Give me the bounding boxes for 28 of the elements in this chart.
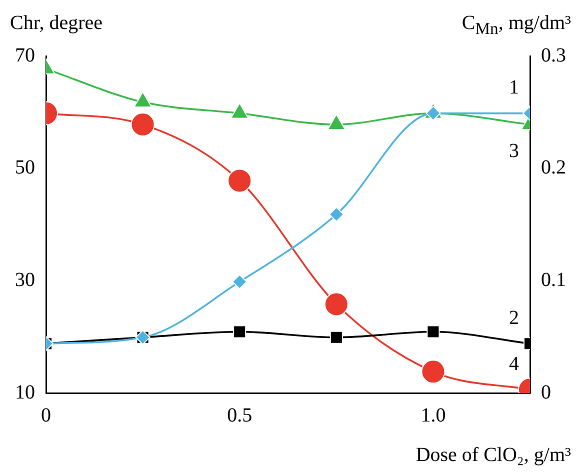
- y2-tick-label: 0: [541, 381, 551, 404]
- y-tick-label: 30: [15, 268, 35, 291]
- x-tick-label: 0: [41, 404, 51, 426]
- point: [230, 102, 249, 119]
- point: [328, 206, 344, 222]
- x-tick-label: 1.0: [420, 404, 446, 426]
- point: [327, 114, 346, 130]
- series-label: 2: [509, 306, 519, 329]
- point: [421, 360, 446, 384]
- y-tick-label: 70: [15, 44, 35, 66]
- y-tick-label: 10: [15, 381, 35, 404]
- y2-tick-label: 0.2: [541, 156, 566, 179]
- y2-tick-label: 0.1: [541, 268, 566, 291]
- y2-tick-label: 0.3: [541, 44, 566, 66]
- x-axis-title: Dose of ClO₂, g/m³: [416, 444, 571, 467]
- y-axis-title: Chr, degree: [10, 12, 102, 35]
- point: [232, 274, 248, 290]
- series-label: 3: [509, 140, 519, 162]
- series-label: 1: [509, 76, 519, 99]
- point: [233, 325, 246, 338]
- x-tick-label: 0.5: [227, 404, 252, 426]
- y-tick-label: 50: [15, 156, 35, 179]
- point: [324, 292, 348, 316]
- point: [130, 112, 155, 137]
- y2-axis-title: C$_{Mn}$, mg/dm³: [462, 12, 571, 39]
- point: [228, 168, 252, 193]
- series-label: 4: [509, 352, 519, 375]
- point: [330, 330, 343, 344]
